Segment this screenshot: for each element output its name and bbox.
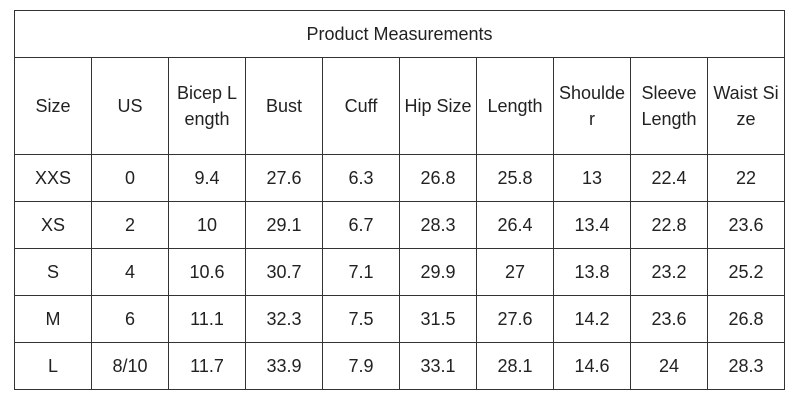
- data-cell: 28.3: [399, 201, 477, 249]
- table-title: Product Measurements: [14, 10, 785, 58]
- data-row: L 8/10 11.7 33.9 7.9 33.1 28.1 14.6 24 28.3: [14, 342, 785, 390]
- data-cell: 7.5: [322, 295, 400, 343]
- data-cell: 26.8: [399, 154, 477, 202]
- data-cell: 32.3: [245, 295, 323, 343]
- data-cell: 10: [168, 201, 246, 249]
- data-cell: 29.1: [245, 201, 323, 249]
- column-header: Bicep Length: [168, 57, 246, 155]
- column-header: Waist Size: [707, 57, 785, 155]
- data-cell: 29.9: [399, 248, 477, 296]
- data-cell: 22.4: [630, 154, 708, 202]
- data-row: S 4 10.6 30.7 7.1 29.9 27 13.8 23.2 25.2: [14, 248, 785, 296]
- column-header: US: [91, 57, 169, 155]
- data-cell: 0: [91, 154, 169, 202]
- data-cell: 31.5: [399, 295, 477, 343]
- data-cell: 27.6: [476, 295, 554, 343]
- data-cell: 8/10: [91, 342, 169, 390]
- data-cell: 11.1: [168, 295, 246, 343]
- data-cell: 25.8: [476, 154, 554, 202]
- data-cell: 9.4: [168, 154, 246, 202]
- header-row: Size US Bicep Length Bust Cuff Hip Size Length…: [14, 57, 785, 155]
- data-row: M 6 11.1 32.3 7.5 31.5 27.6 14.2 23.6 26.8: [14, 295, 785, 343]
- data-cell: 7.9: [322, 342, 400, 390]
- data-cell: 33.9: [245, 342, 323, 390]
- data-cell: XXS: [14, 154, 92, 202]
- data-cell: 23.2: [630, 248, 708, 296]
- data-cell: XS: [14, 201, 92, 249]
- data-cell: 13: [553, 154, 631, 202]
- data-cell: 22.8: [630, 201, 708, 249]
- title-row: Product Measurements: [14, 10, 785, 58]
- column-header: Bust: [245, 57, 323, 155]
- data-cell: 33.1: [399, 342, 477, 390]
- data-cell: 13.8: [553, 248, 631, 296]
- measurement-table: Product Measurements Size US Bicep Length B…: [14, 10, 785, 390]
- column-header: Cuff: [322, 57, 400, 155]
- data-row: XXS 0 9.4 27.6 6.3 26.8 25.8 13 22.4 22: [14, 154, 785, 202]
- data-cell: 24: [630, 342, 708, 390]
- data-cell: 22: [707, 154, 785, 202]
- data-cell: M: [14, 295, 92, 343]
- data-cell: 6.3: [322, 154, 400, 202]
- data-cell: 27: [476, 248, 554, 296]
- column-header: Size: [14, 57, 92, 155]
- column-header: Hip Size: [399, 57, 477, 155]
- column-header: Shoulder: [553, 57, 631, 155]
- data-cell: 26.8: [707, 295, 785, 343]
- data-cell: 6: [91, 295, 169, 343]
- data-cell: 25.2: [707, 248, 785, 296]
- data-cell: 7.1: [322, 248, 400, 296]
- data-cell: 2: [91, 201, 169, 249]
- data-row: XS 2 10 29.1 6.7 28.3 26.4 13.4 22.8 23.6: [14, 201, 785, 249]
- data-cell: 10.6: [168, 248, 246, 296]
- data-cell: 30.7: [245, 248, 323, 296]
- data-cell: 28.1: [476, 342, 554, 390]
- data-cell: 14.6: [553, 342, 631, 390]
- data-cell: 14.2: [553, 295, 631, 343]
- data-cell: 13.4: [553, 201, 631, 249]
- data-cell: 4: [91, 248, 169, 296]
- data-cell: 23.6: [707, 201, 785, 249]
- data-cell: S: [14, 248, 92, 296]
- data-cell: 23.6: [630, 295, 708, 343]
- data-cell: L: [14, 342, 92, 390]
- column-header: Sleeve Length: [630, 57, 708, 155]
- data-cell: 28.3: [707, 342, 785, 390]
- data-cell: 26.4: [476, 201, 554, 249]
- column-header: Length: [476, 57, 554, 155]
- data-cell: 6.7: [322, 201, 400, 249]
- data-cell: 27.6: [245, 154, 323, 202]
- data-cell: 11.7: [168, 342, 246, 390]
